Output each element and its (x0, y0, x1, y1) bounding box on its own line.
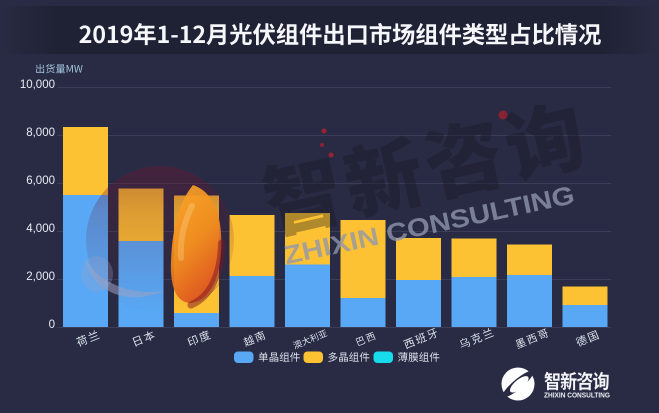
svg-text:4,000: 4,000 (26, 223, 55, 235)
svg-text:0: 0 (49, 319, 55, 331)
svg-text:6,000: 6,000 (26, 175, 55, 187)
svg-text:ZHIXIN CONSULTING: ZHIXIN CONSULTING (544, 393, 610, 400)
svg-text:10,000: 10,000 (20, 79, 55, 91)
svg-text:2,000: 2,000 (26, 271, 55, 283)
svg-text:8,000: 8,000 (26, 127, 55, 139)
